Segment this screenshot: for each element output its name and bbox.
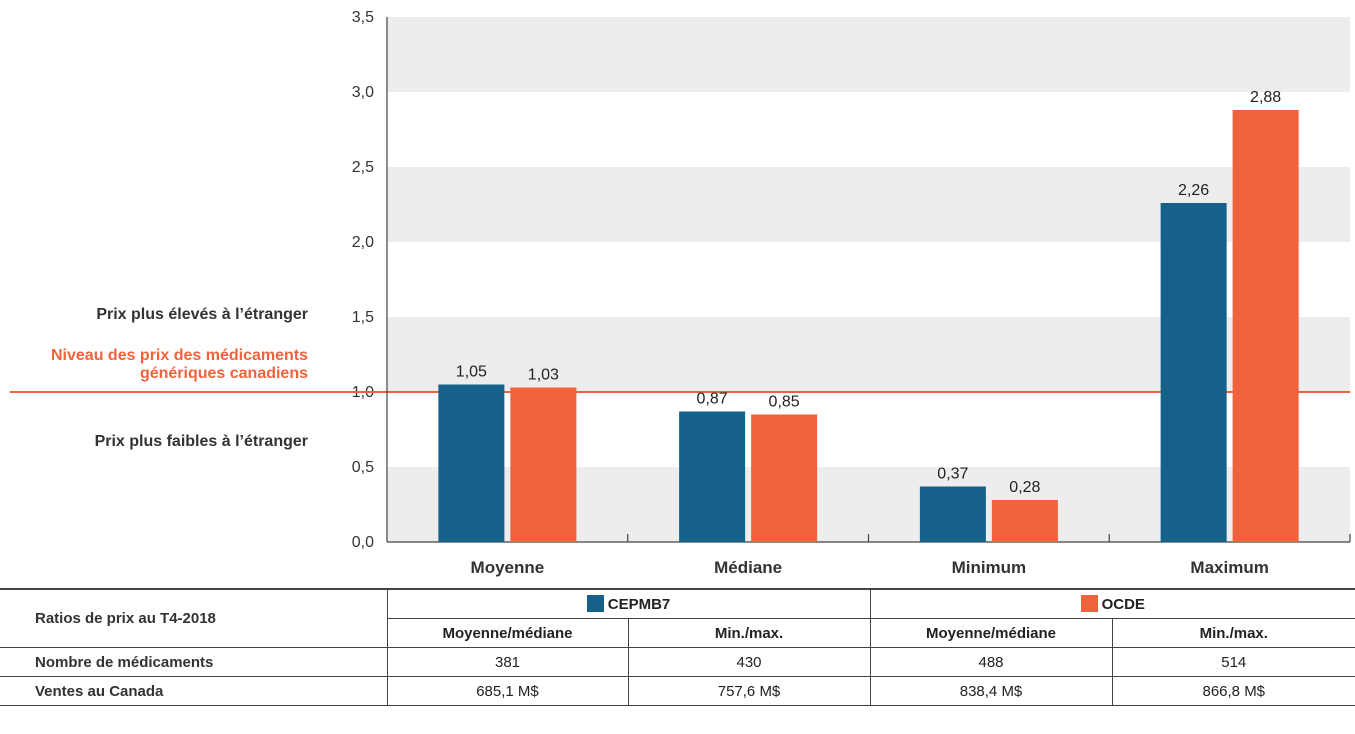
subheader-cell: Moyenne/médiane (869, 618, 1113, 648)
table-row: Ventes au Canada 685,1 M$ 757,6 M$ 838,4… (0, 676, 1355, 706)
table-cell: 838,4 M$ (869, 676, 1113, 706)
background-band (387, 17, 1350, 92)
lower-prices-label: Prix plus faibles à l’étranger (94, 433, 308, 450)
table-cell: 430 (627, 647, 871, 677)
y-tick-label: 2,5 (352, 159, 374, 176)
row-label: Ventes au Canada (0, 676, 388, 706)
x-category-label: Minimum (952, 558, 1027, 577)
bar-cepmb7 (679, 411, 746, 542)
table-row: Nombre de médicaments 381 430 488 514 (0, 647, 1355, 677)
y-tick-label: 1,5 (352, 309, 374, 326)
table-cell: 488 (869, 647, 1113, 677)
y-tick-label: 0,0 (352, 534, 374, 551)
bar-value-label: 1,05 (456, 364, 487, 381)
bar-cepmb7 (438, 384, 505, 542)
bar-value-label: 1,03 (528, 367, 559, 384)
higher-prices-label: Prix plus élevés à l’étranger (96, 306, 308, 323)
table-cell: 757,6 M$ (627, 676, 871, 706)
group-header-ocde: OCDE (869, 588, 1355, 619)
y-tick-label: 0,5 (352, 459, 374, 476)
bar-chart: 0,00,51,01,52,02,53,03,51,05 1,03Moyenne0… (10, 9, 1351, 577)
bar-value-label: 0,85 (769, 394, 800, 411)
reference-label-line2: génériques canadiens (139, 365, 308, 382)
table-title: Ratios de prix au T4-2018 (0, 588, 388, 648)
subheader-cell: Moyenne/médiane (386, 618, 629, 648)
table-cell: 514 (1111, 647, 1355, 677)
bar-ocde (751, 414, 818, 542)
table-cell: 685,1 M$ (386, 676, 629, 706)
bar-ocde (1232, 110, 1299, 542)
x-category-label: Maximum (1190, 558, 1268, 577)
table-cell: 381 (386, 647, 629, 677)
ocde-legend-swatch (1080, 595, 1098, 612)
y-tick-label: 3,0 (352, 84, 374, 101)
subheader-cell: Min./max. (1111, 618, 1355, 648)
bar-cepmb7 (1160, 203, 1227, 542)
bar-ocde (510, 387, 577, 542)
table-cell: 866,8 M$ (1111, 676, 1355, 706)
group-header-cepmb7: CEPMB7 (386, 588, 871, 619)
bar-value-label: 2,88 (1250, 89, 1281, 106)
row-label: Nombre de médicaments (0, 647, 388, 677)
bar-value-label: 0,87 (697, 391, 728, 408)
bar-ocde (991, 500, 1058, 542)
bar-value-label: 2,26 (1178, 182, 1209, 199)
subheader-cell: Min./max. (627, 618, 871, 648)
y-tick-label: 3,5 (352, 9, 374, 26)
cepmb7-legend-swatch (586, 595, 604, 612)
bar-cepmb7 (919, 486, 986, 542)
x-category-label: Médiane (714, 558, 782, 577)
bar-value-label: 0,28 (1009, 479, 1040, 496)
reference-label-line1: Niveau des prix des médicaments (51, 347, 308, 364)
price-ratio-table: Ratios de prix au T4-2018 CEPMB7 OCDE Mo… (0, 588, 1355, 706)
y-tick-label: 2,0 (352, 234, 374, 251)
x-category-label: Moyenne (471, 558, 545, 577)
bar-value-label: 0,37 (937, 466, 968, 483)
